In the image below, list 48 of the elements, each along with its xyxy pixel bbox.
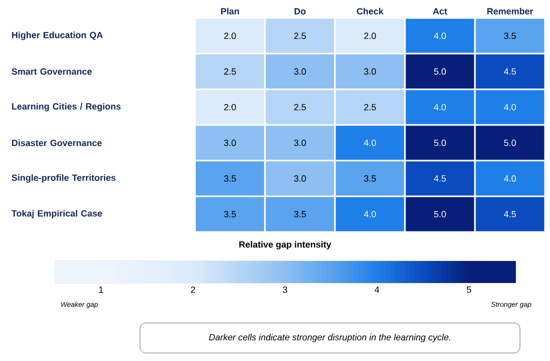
data-label: 3.0 [364,68,376,75]
data-label: 4.0 [434,104,446,110]
color-bar-label: 1 [99,286,104,293]
data-label: 2.5 [294,104,306,110]
data-label: 5.0 [504,140,516,146]
data-label: 2.0 [224,104,236,110]
color-bar-label: 2 [190,286,196,293]
data-label: 3.0 [294,140,306,146]
data-label: 3.5 [224,210,236,218]
data-label: 4.0 [364,140,376,146]
data-label: 4.0 [434,32,446,40]
y-tick-label: Tokaj Empirical Case [12,210,102,218]
color-bar-label: 3 [282,286,288,293]
data-label: 5.0 [434,210,446,218]
color-bar-title: Relative gap intensity [239,241,332,250]
data-label: 2.0 [224,32,236,40]
text: Darker cells indicate stronger disruption in the learning cycle. [208,334,450,342]
data-label: 4.0 [504,175,516,182]
data-label: 2.0 [364,32,376,40]
y-tick-label: Disaster Governance [12,140,102,146]
x-tick-label: Do [294,8,306,14]
y-tick-label: Smart Governance [12,68,92,75]
y-tick-label: Single-profile Territories [12,174,116,183]
data-label: 4.0 [504,104,516,110]
data-label: 3.5 [504,32,516,40]
data-label: 4.5 [434,175,446,182]
x-tick-label: Plan [221,8,239,14]
data-label: 5.0 [434,68,446,75]
data-label: 2.5 [224,68,236,75]
x-tick-label: Remember [487,8,534,14]
data-label: 4.5 [504,68,516,75]
y-tick-label: Higher Education QA [12,32,103,40]
data-label: 4.5 [504,211,516,218]
data-label: 2.5 [364,104,376,110]
y-tick-label: Learning Cities / Regions [12,102,121,112]
data-label: 3.0 [224,140,236,146]
data-label: 4.0 [364,210,376,218]
data-label: 3.5 [294,210,306,218]
data-label: 3.0 [294,68,306,75]
color-bar-label: 4 [374,286,380,293]
x-tick-label: Act [432,8,448,14]
data-label: 3.0 [294,175,306,182]
data-label: 5.0 [434,140,446,146]
data-label: 3.5 [224,175,236,182]
data-label: 3.5 [364,175,376,182]
color-bar-label: 5 [466,286,472,293]
x-tick-label: Check [356,8,384,14]
data-label: 2.5 [294,32,306,40]
